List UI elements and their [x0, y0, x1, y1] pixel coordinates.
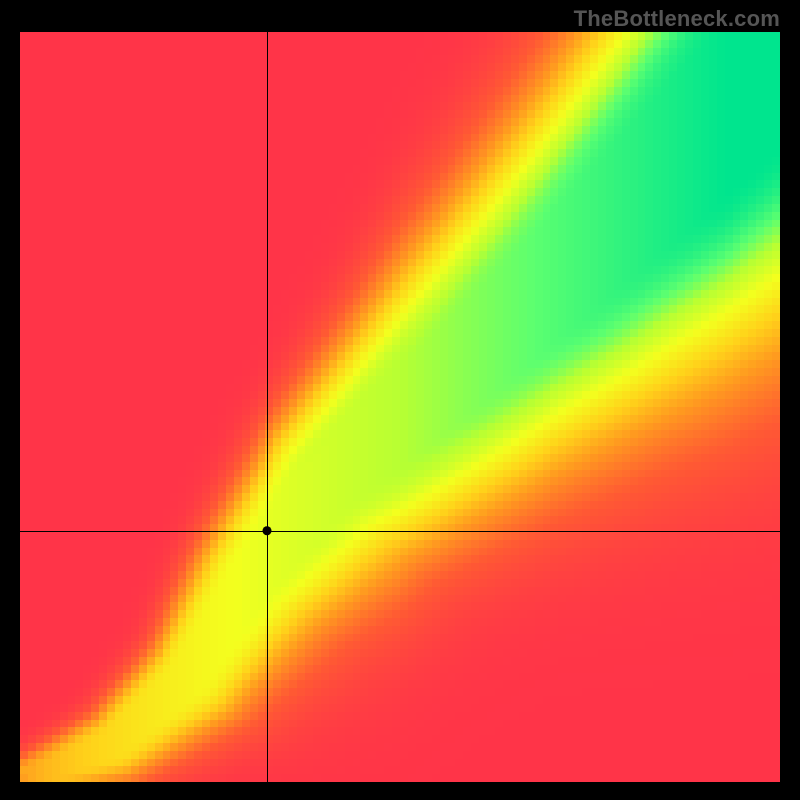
outer-frame: TheBottleneck.com [0, 0, 800, 800]
bottleneck-heatmap [20, 32, 780, 782]
watermark-text: TheBottleneck.com [574, 6, 780, 32]
plot-area [20, 32, 780, 782]
